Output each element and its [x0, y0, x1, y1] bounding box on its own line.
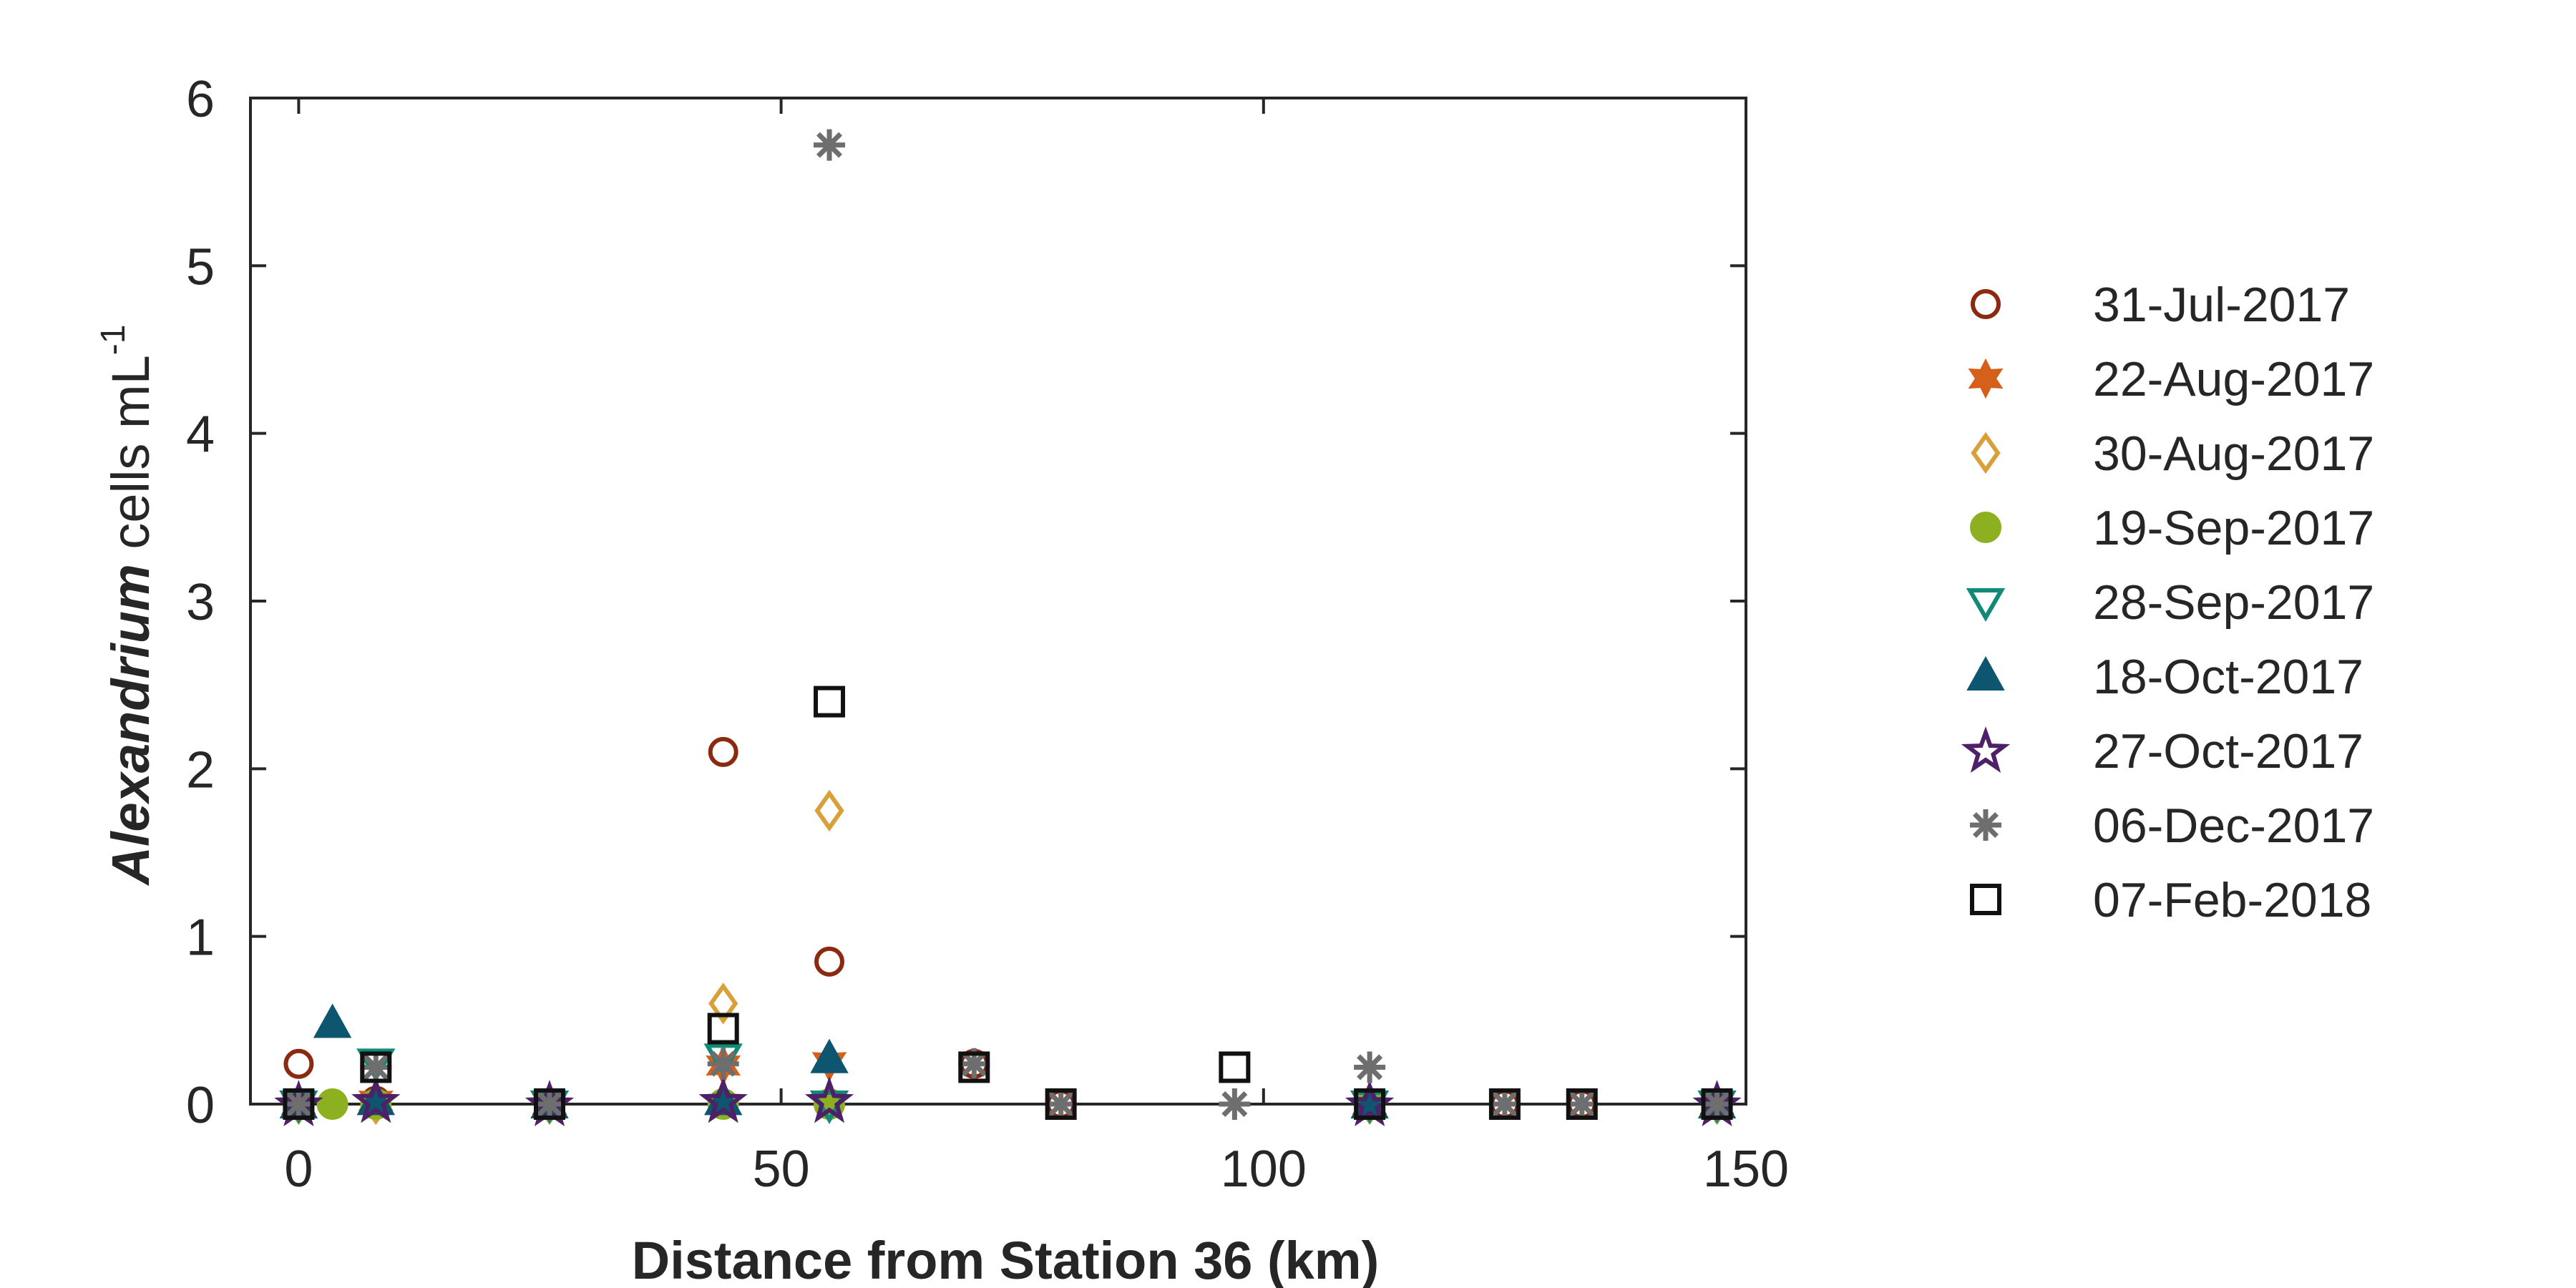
y-tick-label: 1: [186, 909, 215, 967]
legend-item: 19-Sep-2017: [1970, 501, 2374, 555]
legend-item: 28-Sep-2017: [1966, 575, 2374, 630]
legend-marker: [1970, 809, 2001, 841]
data-point: [814, 789, 844, 832]
y-tick-label: 0: [186, 1077, 215, 1134]
x-tick-label: 100: [1221, 1141, 1307, 1198]
legend-marker: [1971, 431, 2001, 474]
data-point: [1354, 1051, 1386, 1083]
legend-label: 07-Feb-2018: [2093, 873, 2371, 927]
x-tick-label: 0: [284, 1141, 313, 1198]
data-point: [698, 1076, 748, 1123]
legend-item: 31-Jul-2017: [1971, 278, 2350, 332]
legend-label: 19-Sep-2017: [2093, 501, 2374, 555]
data-point: [814, 946, 845, 977]
plot-frame: [249, 97, 1747, 1106]
y-tick-label: 6: [186, 71, 215, 128]
data-point: [356, 1048, 396, 1083]
legend-label: 28-Sep-2017: [2093, 575, 2374, 630]
legend-label: 31-Jul-2017: [2093, 278, 2350, 332]
legend-marker: [1970, 512, 2001, 543]
y-tick-label: 2: [186, 741, 215, 799]
legend-item: 06-Dec-2017: [1970, 799, 2374, 853]
data-point: [1566, 1088, 1598, 1120]
series-8: [283, 686, 1733, 1120]
data-point: [708, 736, 738, 767]
y-axis-label-superscript: -1: [94, 325, 132, 356]
legend-marker: [1971, 289, 2001, 319]
legend-item: 18-Oct-2017: [1966, 650, 2363, 704]
data-point: [814, 686, 846, 718]
series-2: [283, 789, 1732, 1126]
data-point: [1354, 1088, 1386, 1120]
legend-item: 07-Feb-2018: [1970, 873, 2371, 927]
data-point: [360, 1051, 392, 1083]
legend-label: 27-Oct-2017: [2093, 724, 2363, 779]
data-point: [1045, 1088, 1077, 1120]
legend-item: 27-Oct-2017: [1961, 724, 2363, 779]
legend-label: 18-Oct-2017: [2093, 650, 2363, 704]
data-point: [283, 1088, 315, 1120]
legend-marker: [1961, 726, 2011, 773]
x-axis: 0 50 100 150: [284, 98, 1789, 1198]
y-tick-label: 3: [186, 574, 215, 631]
data-point: [534, 1088, 565, 1120]
data-point: [707, 1048, 739, 1080]
data-point: [1701, 1088, 1733, 1120]
data-point: [1045, 1088, 1077, 1120]
x-tick-label: 50: [753, 1141, 810, 1198]
data-point: [958, 1051, 990, 1083]
data-point: [1219, 1051, 1251, 1083]
data-point: [351, 1076, 401, 1123]
legend-label: 06-Dec-2017: [2093, 799, 2374, 853]
series-0: [283, 736, 1732, 1119]
data-point: [360, 1051, 392, 1083]
data-point: [1701, 1088, 1733, 1120]
x-axis-label: Distance from Station 36 (km): [632, 1231, 1379, 1288]
data-point: [534, 1088, 565, 1120]
data-point: [707, 1013, 739, 1045]
y-axis-label-italic: Alexandrium: [101, 564, 160, 886]
y-tick-label: 5: [186, 238, 215, 296]
data-point: [814, 129, 846, 161]
legend-marker: [1970, 884, 2001, 915]
legend-item: 30-Aug-2017: [1971, 426, 2374, 481]
data-point: [283, 1088, 315, 1120]
data-point: [804, 1076, 854, 1123]
legend-label: 22-Aug-2017: [2093, 352, 2374, 406]
legend-item: 22-Aug-2017: [1968, 352, 2374, 406]
data-point: [708, 982, 738, 1025]
legend-label: 30-Aug-2017: [2093, 426, 2374, 481]
data-point: [316, 1088, 348, 1120]
legend-marker: [1968, 358, 2004, 399]
data-point: [1488, 1088, 1521, 1120]
legend-marker: [1966, 588, 2006, 622]
series-7: [283, 129, 1733, 1120]
data-markers: [274, 129, 1742, 1127]
data-point: [1219, 1088, 1251, 1120]
data-point: [283, 1048, 314, 1079]
y-axis-label-text: cells mL: [101, 355, 160, 564]
data-point: [810, 1038, 849, 1073]
y-tick-label: 4: [186, 406, 215, 464]
y-axis: 0 1 2 3 4 5 6: [186, 71, 1746, 1134]
x-tick-label: 150: [1703, 1141, 1789, 1198]
axes-box: [249, 97, 1747, 1106]
data-point: [1566, 1088, 1598, 1120]
legend: 31-Jul-2017 22-Aug-2017 30-Aug-2017 19-Sep-…: [1961, 278, 2374, 927]
y-axis-label: Alexandrium cells mL-1: [94, 325, 160, 887]
legend-marker: [1966, 655, 2005, 691]
data-point: [1488, 1088, 1521, 1120]
data-point: [313, 1003, 352, 1038]
